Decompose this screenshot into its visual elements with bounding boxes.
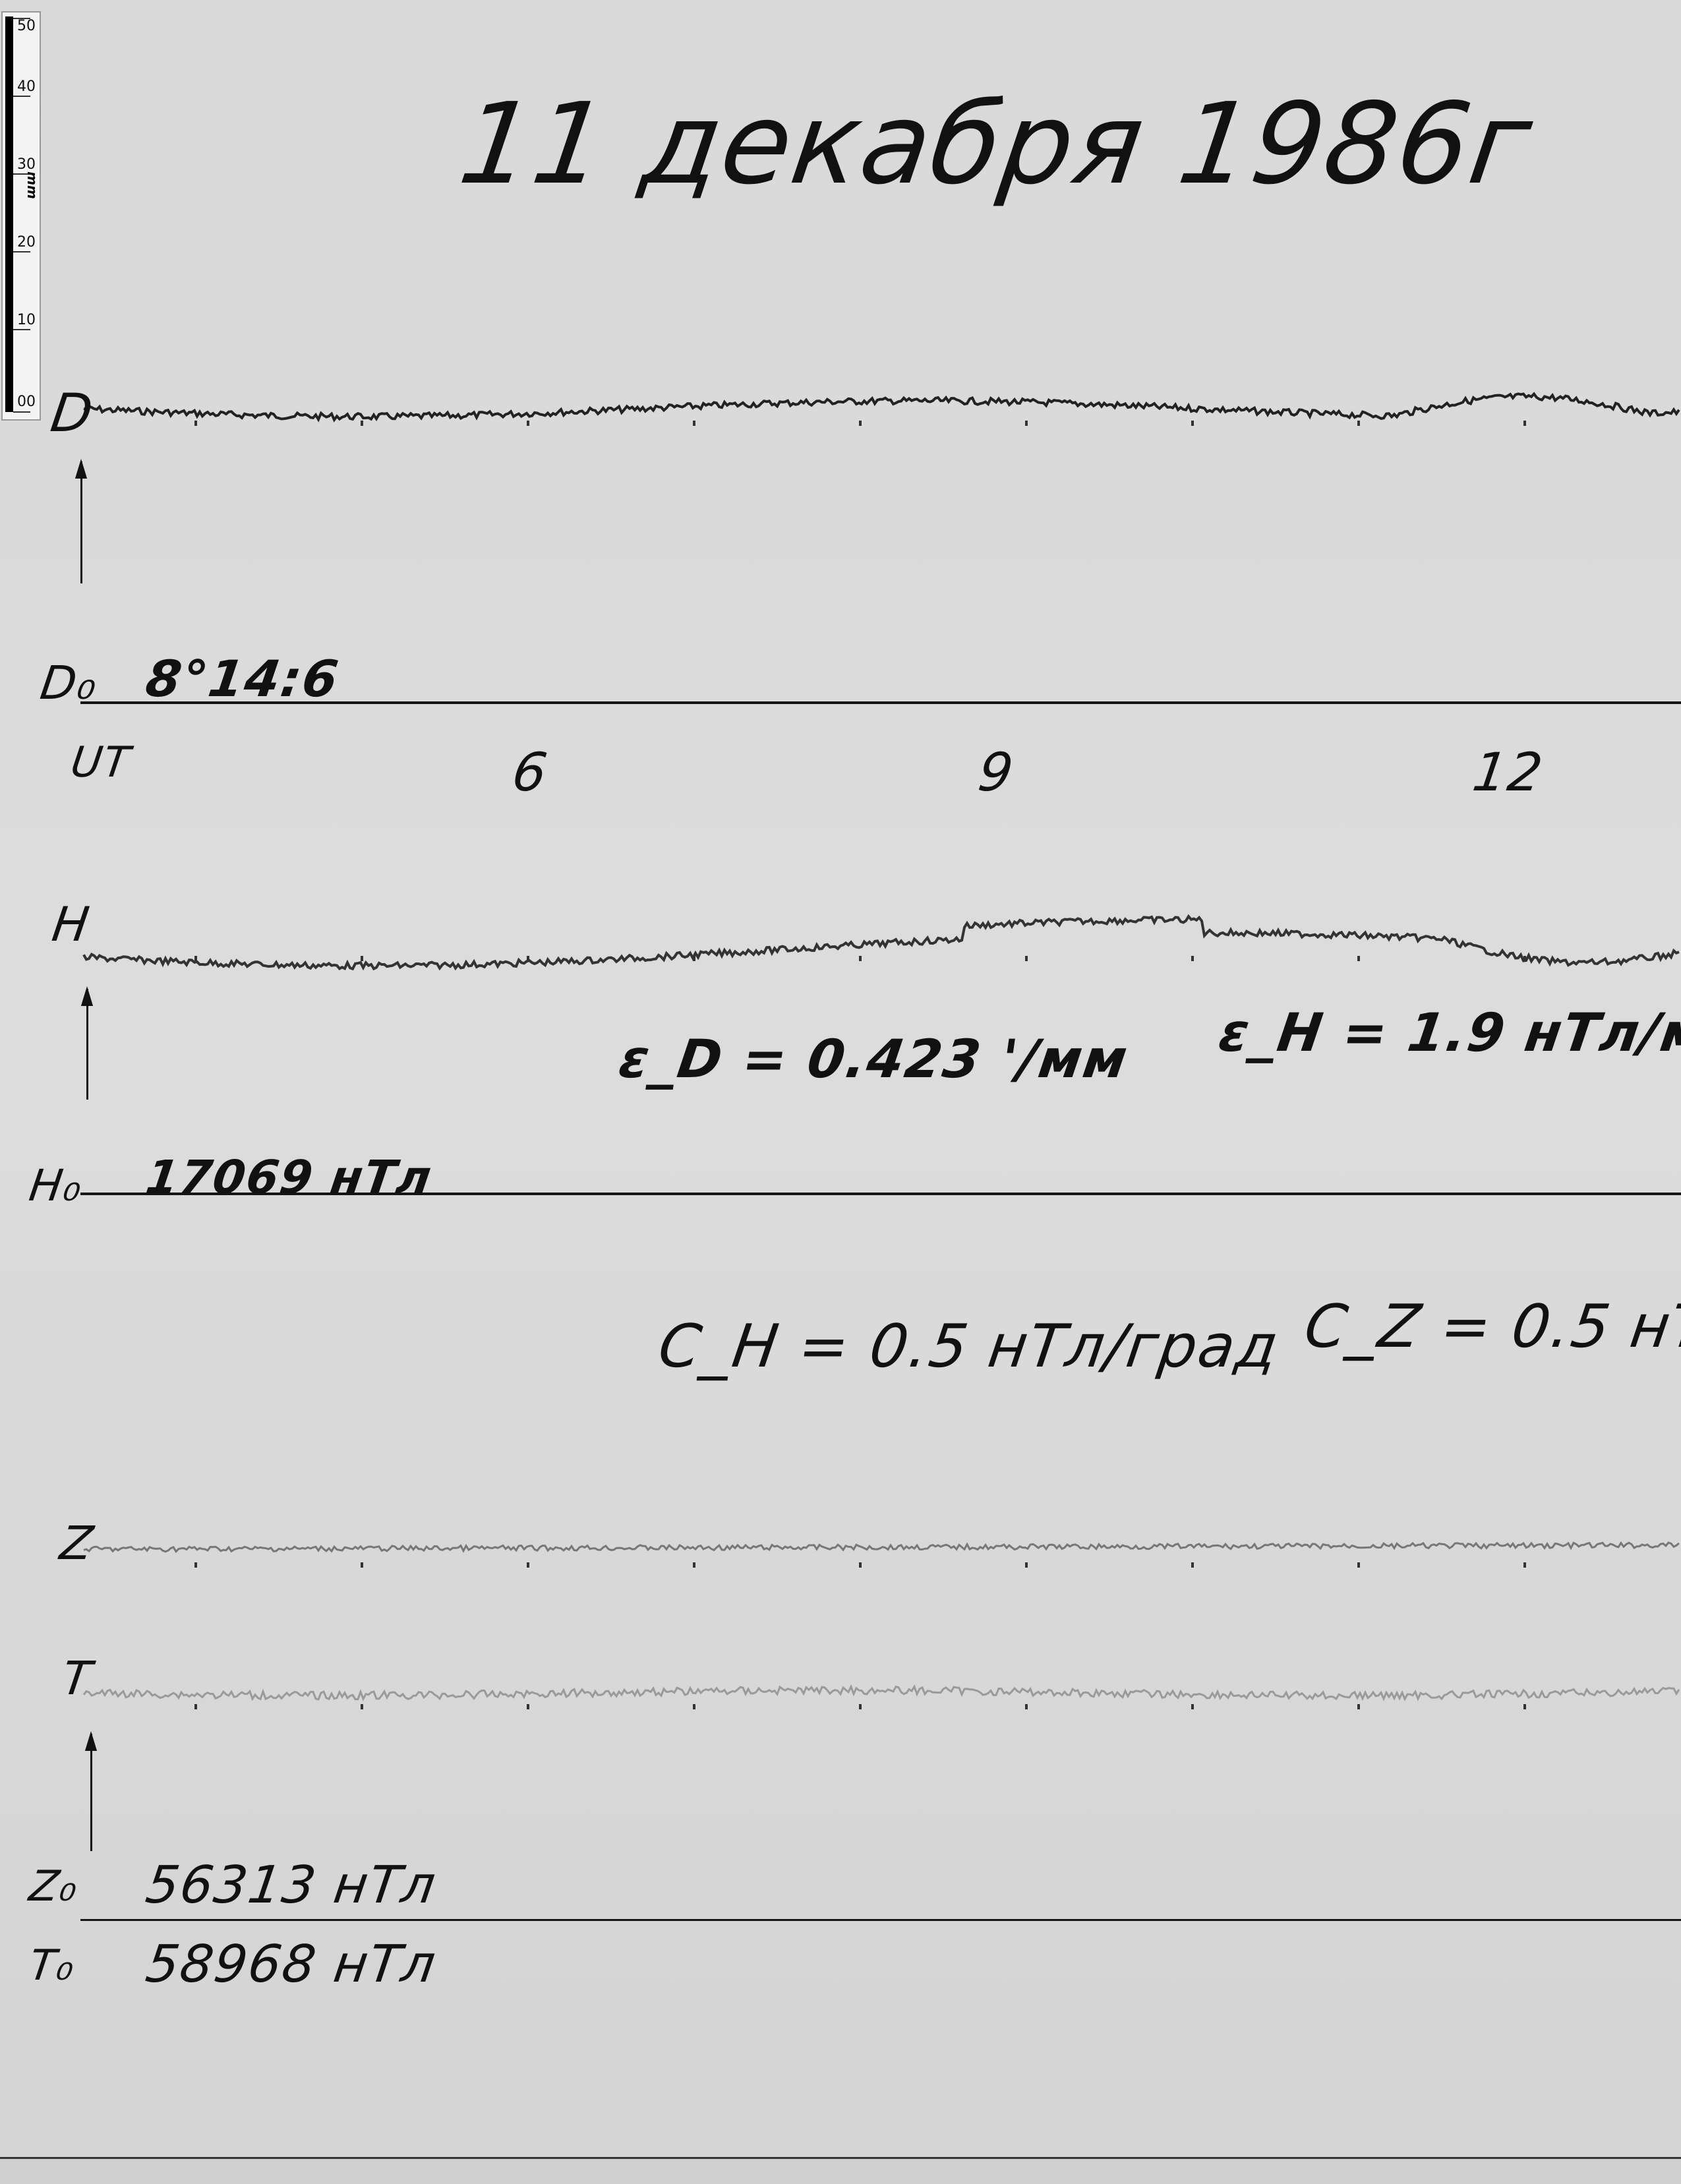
baseline-value-Z0: 56313 нТл — [142, 1856, 440, 1915]
ruler-label: 50 — [17, 18, 36, 34]
baseline-value-D0: 8°14:6 — [142, 649, 343, 708]
hour-mark — [361, 421, 363, 426]
arrow-up-icon — [90, 1734, 92, 1851]
ruler-tick — [13, 329, 30, 330]
trace-H — [82, 914, 1680, 971]
baseline-label-T0: T₀ — [26, 1941, 78, 1990]
hour-mark — [859, 1704, 862, 1709]
ruler-label: 20 — [17, 234, 36, 251]
baseline-value-H0: 17069 нТл — [142, 1150, 436, 1204]
hour-mark — [693, 421, 695, 426]
hour-mark — [527, 421, 529, 426]
ruler-tick — [13, 173, 30, 175]
hour-label: 12 — [1469, 742, 1548, 803]
hour-mark — [1357, 1562, 1360, 1568]
hour-mark — [693, 1704, 695, 1709]
hour-mark — [1523, 1704, 1526, 1709]
ruler-label: 10 — [17, 312, 36, 328]
hour-mark — [1191, 1562, 1194, 1568]
hour-mark — [1025, 421, 1028, 426]
baseline-H — [80, 1193, 1681, 1195]
hour-mark — [361, 956, 363, 961]
scan-bottom-edge — [0, 2157, 1681, 2184]
hour-mark — [1357, 421, 1360, 426]
hour-mark — [693, 956, 695, 961]
baseline-D — [80, 701, 1681, 704]
hour-mark — [1523, 1562, 1526, 1568]
hour-mark — [859, 421, 862, 426]
hour-mark — [1357, 956, 1360, 961]
hour-mark — [361, 1562, 363, 1568]
hour-mark — [194, 956, 197, 961]
C-Z-coefficient: C_Z = 0.5 нТл/гр — [1300, 1292, 1681, 1361]
hour-mark — [1191, 1704, 1194, 1709]
channel-label-D: D — [47, 382, 98, 444]
ruler-label: 30 — [17, 156, 36, 173]
hour-mark — [1191, 956, 1194, 961]
hour-mark — [859, 1562, 862, 1568]
hour-mark — [693, 1562, 695, 1568]
hour-mark — [527, 1562, 529, 1568]
hour-mark — [194, 421, 197, 426]
trace-D — [83, 392, 1680, 423]
hour-mark — [361, 1704, 363, 1709]
hour-mark — [1357, 1704, 1360, 1709]
ruler-label: 40 — [17, 78, 36, 95]
baseline-label-H0: H₀ — [26, 1160, 86, 1211]
ruler-bar — [5, 16, 13, 412]
arrow-up-icon — [86, 989, 88, 1100]
hour-mark — [1191, 421, 1194, 426]
time-axis-label: UT — [67, 738, 134, 787]
ruler-tick — [13, 251, 30, 252]
hour-mark — [527, 1704, 529, 1709]
ruler-label: 00 — [17, 394, 36, 410]
epsilon-H-scale: ε_H = 1.9 нТл/мм — [1215, 1002, 1681, 1063]
hour-mark — [194, 1704, 197, 1709]
trace-Z — [83, 1541, 1680, 1554]
mm-scale-ruler: 50 40 30 mm 20 10 00 — [1, 11, 41, 421]
ruler-tick — [13, 18, 30, 19]
trace-T — [82, 1684, 1680, 1701]
hour-mark — [1523, 956, 1526, 961]
baseline-Z-T — [80, 1919, 1681, 1921]
baseline-label-Z0: Z₀ — [26, 1862, 82, 1911]
hour-mark — [1025, 1562, 1028, 1568]
hour-mark — [1025, 1704, 1028, 1709]
arrow-up-icon — [80, 461, 82, 583]
baseline-value-T0: 58968 нТл — [142, 1935, 440, 1994]
hour-mark — [527, 956, 529, 961]
ruler-tick — [13, 411, 30, 413]
hour-mark — [859, 956, 862, 961]
hour-mark — [194, 1562, 197, 1568]
hour-marks — [194, 421, 1526, 1709]
hour-mark — [1523, 421, 1526, 426]
hour-mark — [1025, 956, 1028, 961]
C-H-coefficient: C_H = 0.5 нТл/град — [654, 1312, 1283, 1381]
epsilon-D-scale: ε_D = 0.423 '/мм — [615, 1028, 1133, 1090]
ruler-tick — [13, 96, 30, 97]
channel-label-H: H — [49, 897, 94, 952]
